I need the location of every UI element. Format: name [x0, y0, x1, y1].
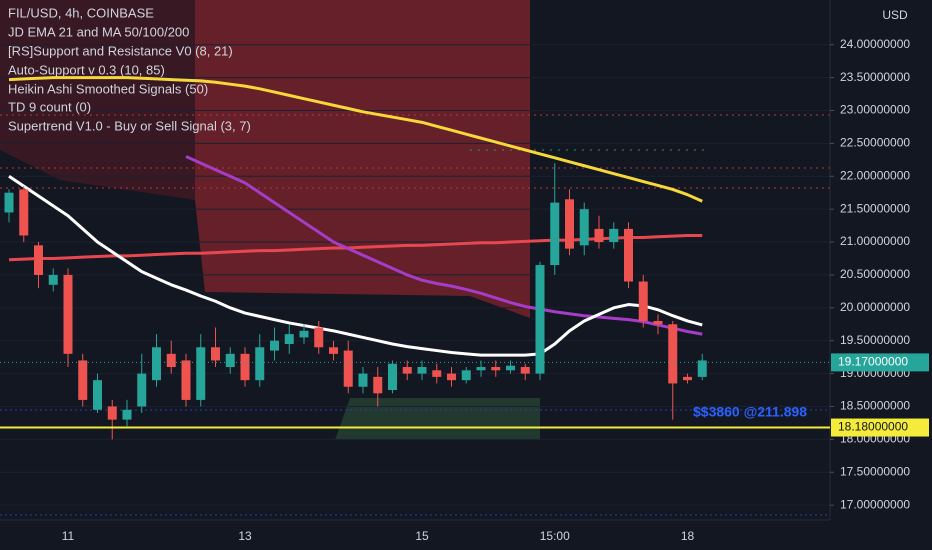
candle-body — [506, 365, 515, 371]
trend-shade — [0, 0, 195, 200]
candle-body — [255, 347, 265, 381]
candle-body — [34, 245, 43, 275]
candle-body — [520, 367, 530, 374]
ma-line — [8, 76, 703, 203]
candle-body — [388, 363, 397, 391]
candle-body — [63, 274, 73, 354]
y-tick-label: 17.00000000 — [840, 497, 910, 511]
candle-body — [181, 360, 191, 400]
price-axis — [830, 0, 932, 550]
x-tick-label: 18 — [681, 529, 695, 543]
ma-line — [8, 175, 703, 357]
candle-body — [343, 350, 353, 387]
candle-body — [461, 370, 471, 381]
candle-body — [565, 199, 574, 249]
legend: FIL/USD, 4h, COINBASE JD EMA 21 and MA 5… — [8, 5, 251, 133]
candle-body — [284, 334, 294, 344]
currency: USD — [882, 8, 908, 22]
y-tick-label: 24.00000000 — [840, 37, 910, 51]
legend-text: FIL/USD, 4h, COINBASE — [8, 5, 154, 20]
candle-body — [579, 209, 589, 246]
candle-body — [358, 373, 368, 387]
candle-body — [270, 340, 279, 351]
y-tick-label: 22.50000000 — [840, 136, 910, 150]
candle-body — [299, 330, 309, 338]
candle-body — [550, 202, 560, 266]
candle-body — [447, 373, 456, 381]
candle-body — [107, 406, 117, 420]
legend-text: Heikin Ashi Smoothed Signals (50) — [8, 81, 208, 96]
candle-body — [417, 367, 427, 374]
trend-shade — [195, 0, 530, 318]
y-tick-label: 23.00000000 — [840, 103, 910, 117]
y-tick-label: 17.50000000 — [840, 464, 910, 478]
candle-body — [594, 228, 604, 243]
x-tick-label: 15 — [415, 529, 429, 543]
y-tick-label: 20.50000000 — [840, 267, 910, 281]
candle-body — [225, 353, 235, 368]
legend-text: JD EMA 21 and MA 50/100/200 — [8, 24, 189, 39]
candle-body — [535, 265, 545, 374]
y-tick-label: 23.50000000 — [840, 70, 910, 84]
candle-body — [314, 327, 324, 348]
price-label-box — [831, 353, 929, 372]
price-label-box — [831, 418, 929, 437]
x-tick-label: 15:00 — [540, 529, 570, 543]
candle-body — [683, 376, 692, 381]
candle-body — [152, 347, 161, 381]
y-tick-label: 18.50000000 — [840, 399, 910, 413]
price-label: 19.17000000 — [838, 355, 908, 369]
x-tick-label: 11 — [62, 529, 75, 543]
legend-text: Supertrend V1.0 - Buy or Sell Signal (3,… — [8, 118, 251, 133]
candle-body — [122, 409, 132, 420]
candle-body — [137, 373, 147, 407]
candle-body — [19, 189, 29, 236]
y-tick-label: 19.50000000 — [840, 333, 910, 347]
candle-body — [638, 281, 648, 321]
candle-body — [373, 376, 383, 394]
y-tick-label: 20.00000000 — [840, 300, 910, 314]
legend-text: TD 9 count (0) — [8, 99, 91, 114]
candle-body — [697, 360, 707, 377]
candle-body — [609, 228, 619, 243]
candle-body — [196, 347, 206, 400]
y-tick-label: 22.00000000 — [840, 168, 910, 182]
candle-body — [402, 367, 412, 374]
candle-body — [48, 274, 58, 285]
candle-body — [4, 192, 14, 213]
ma-line — [185, 155, 703, 336]
legend-text: Auto-Support v 0.3 (10, 85) — [8, 62, 165, 77]
candle-body — [491, 367, 501, 371]
candle-body — [653, 320, 663, 325]
candle-body — [240, 353, 250, 381]
legend-text: [RS]Support and Resistance V0 (8, 21) — [8, 43, 233, 58]
candle-body — [78, 360, 88, 400]
candle-body — [166, 353, 176, 368]
candle-body — [432, 370, 442, 377]
candle-body — [668, 324, 678, 384]
candle-body — [476, 367, 486, 371]
y-tick-label: 21.50000000 — [840, 201, 910, 215]
annotation: $$3860 @211.898 — [693, 404, 807, 420]
y-tick-label: 21.00000000 — [840, 234, 910, 248]
candle-body — [624, 228, 633, 282]
price-label: 18.18000000 — [838, 420, 908, 434]
x-tick-label: 13 — [238, 529, 252, 543]
candle-body — [211, 347, 220, 361]
support-zone — [335, 398, 540, 440]
candle-body — [329, 347, 338, 354]
support-lines — [0, 114, 830, 516]
candle-body — [93, 380, 102, 410]
